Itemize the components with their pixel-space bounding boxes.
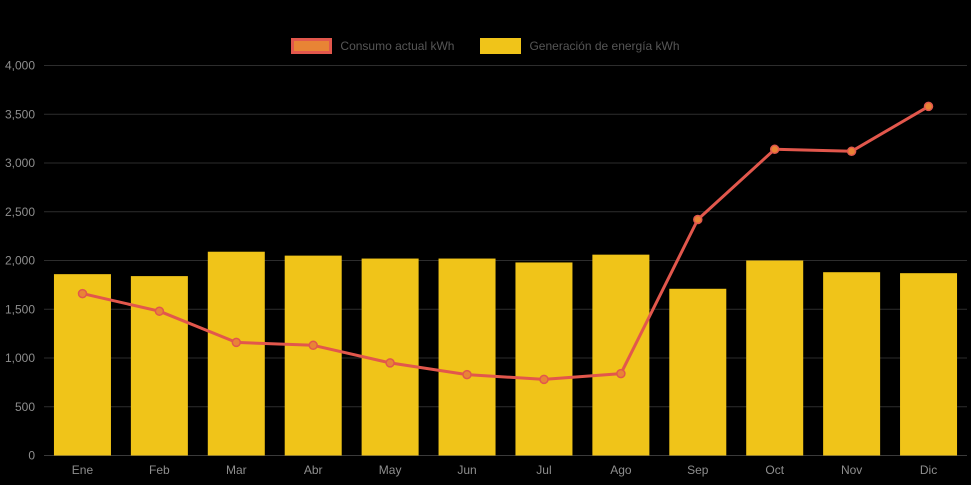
bar-abr[interactable]	[284, 255, 342, 456]
x-tick-label: Jun	[457, 463, 476, 477]
x-tick-label: Dic	[920, 463, 937, 477]
x-tick-label: Oct	[765, 463, 784, 477]
y-tick-label: 2,000	[5, 254, 35, 268]
data-point-jun[interactable]	[462, 369, 472, 380]
bar-feb[interactable]	[130, 276, 188, 456]
data-point-oct[interactable]	[769, 144, 780, 155]
y-tick-label: 3,500	[5, 107, 35, 121]
bar-sep[interactable]	[669, 288, 727, 456]
y-tick-label: 2,500	[5, 205, 35, 219]
data-point-dic[interactable]	[923, 101, 934, 112]
x-tick-label: Ene	[72, 463, 94, 477]
data-point-feb[interactable]	[154, 306, 165, 316]
x-tick-label: Ago	[610, 463, 632, 477]
legend-item-consumo[interactable]: Consumo actual kWh	[291, 38, 454, 54]
data-point-ene[interactable]	[77, 288, 88, 299]
bar-nov[interactable]	[823, 272, 881, 456]
bar-jun[interactable]	[438, 258, 496, 456]
data-point-mar[interactable]	[231, 337, 242, 348]
x-tick-label: Jul	[536, 463, 551, 477]
y-tick-label: 500	[15, 400, 35, 414]
legend-label-consumo: Consumo actual kWh	[340, 39, 455, 53]
chart-legend: Consumo actual kWh Generación de energía…	[0, 38, 971, 54]
bar-ago[interactable]	[592, 254, 650, 456]
y-tick-label: 0	[28, 449, 35, 463]
bar-ene[interactable]	[53, 274, 111, 456]
bar-jul[interactable]	[515, 262, 573, 456]
data-point-abr[interactable]	[308, 340, 318, 351]
x-tick-label: May	[379, 463, 402, 477]
x-tick-label: Feb	[149, 463, 170, 477]
consumption-line	[81, 104, 930, 381]
data-point-nov[interactable]	[846, 146, 857, 157]
legend-label-generacion: Generación de energía kWh	[529, 39, 680, 53]
x-tick-label: Nov	[841, 463, 862, 477]
data-point-ago[interactable]	[616, 368, 626, 379]
bar-oct[interactable]	[746, 260, 804, 456]
x-tick-label: Abr	[304, 463, 323, 477]
bar-dic[interactable]	[900, 273, 958, 456]
y-tick-label: 1,500	[5, 302, 35, 316]
y-tick-label: 3,000	[5, 156, 35, 170]
data-point-jul[interactable]	[539, 374, 549, 385]
y-tick-label: 1,000	[5, 351, 35, 365]
legend-item-generacion[interactable]: Generación de energía kWh	[480, 38, 680, 54]
bar-mar[interactable]	[207, 251, 265, 456]
data-point-may[interactable]	[385, 358, 395, 368]
x-tick-label: Mar	[226, 463, 247, 477]
x-tick-label: Sep	[687, 463, 709, 477]
legend-swatch-consumo-icon	[291, 38, 333, 54]
data-point-sep[interactable]	[693, 214, 703, 225]
y-tick-label: 4,000	[5, 59, 35, 73]
legend-swatch-generacion-icon	[480, 38, 522, 54]
